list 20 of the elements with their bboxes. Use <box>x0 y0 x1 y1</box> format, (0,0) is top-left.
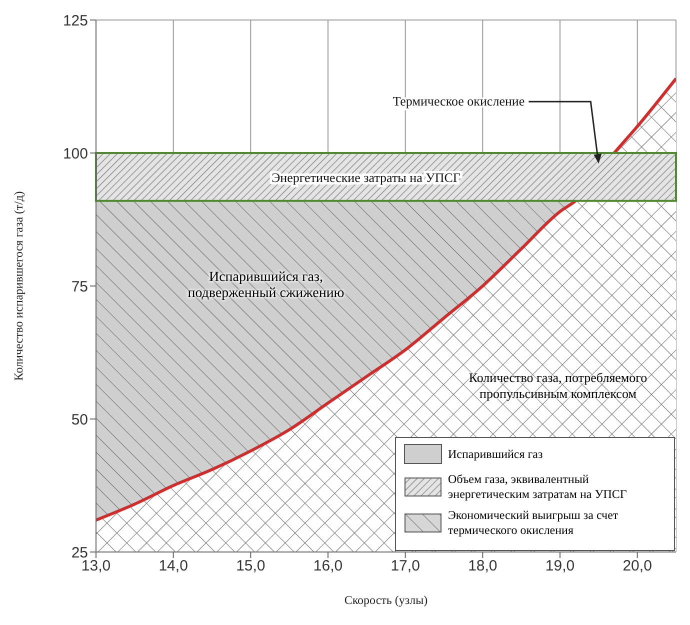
y-tick-label: 100 <box>62 145 88 162</box>
legend-panel: Испарившийся газ Объем газа, эквивалентный энергетическим затратам на УПСГ Экономический выигрыш за счет термического окисления <box>395 437 675 551</box>
y-tick-label: 50 <box>71 411 88 428</box>
annotation: Объем газа, эквивалентный энергетическим затратам на УПСГ <box>448 472 628 502</box>
y-tick-label: 125 <box>62 12 88 30</box>
x-tick-label: 14,0 <box>158 558 188 575</box>
x-tick-label: 17,0 <box>390 558 420 575</box>
x-axis-title: Скорость (узлы) <box>344 593 428 607</box>
annotation: Экономический выигрыш за счет термического окисления <box>448 508 620 538</box>
x-tick-label: 20,0 <box>622 558 652 575</box>
annotation: Термическое окисление <box>392 94 525 109</box>
x-tick-label: 19,0 <box>545 558 575 575</box>
y-tick-label: 75 <box>71 278 88 296</box>
x-tick-label: 18,0 <box>468 558 498 575</box>
band-label: Энергетические затраты на УПСГ <box>272 170 461 185</box>
y-axis-title: Количество испарившегося газа (т/д) <box>11 191 26 381</box>
series-label: Испарившийся газ <box>448 446 543 462</box>
annotation: Испарившийся газ, подверженный сжижению <box>186 270 346 302</box>
x-tick-label: 15,0 <box>236 558 266 575</box>
x-tick-label: 16,0 <box>313 558 343 575</box>
